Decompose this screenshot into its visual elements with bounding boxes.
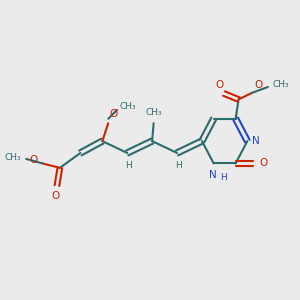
Text: CH₃: CH₃ — [119, 101, 136, 110]
Text: CH₃: CH₃ — [145, 108, 162, 117]
Text: N: N — [209, 170, 217, 180]
Text: O: O — [30, 155, 38, 165]
Text: H: H — [125, 161, 132, 170]
Text: O: O — [51, 191, 60, 201]
Text: O: O — [255, 80, 263, 90]
Text: O: O — [215, 80, 223, 90]
Text: H: H — [175, 161, 182, 170]
Text: CH₃: CH₃ — [4, 153, 21, 162]
Text: O: O — [259, 158, 267, 168]
Text: N: N — [252, 136, 260, 146]
Text: O: O — [110, 109, 118, 119]
Text: H: H — [220, 173, 227, 182]
Text: CH₃: CH₃ — [273, 80, 290, 89]
